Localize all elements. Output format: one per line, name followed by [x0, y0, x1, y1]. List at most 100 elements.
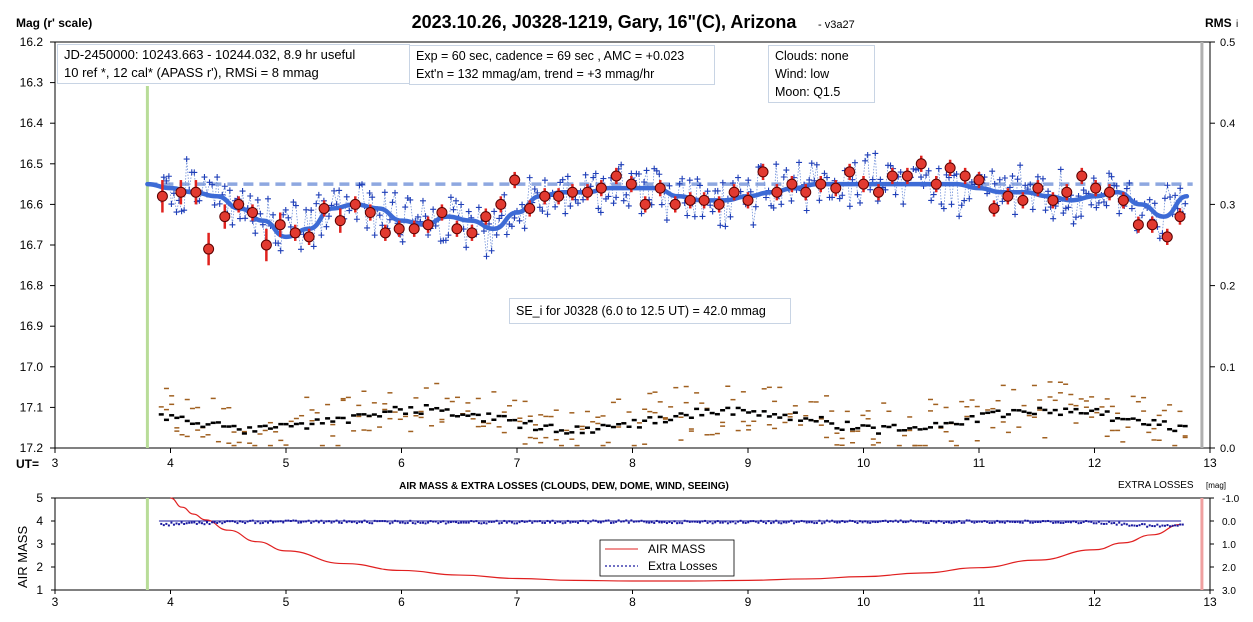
individual-image-point	[1108, 173, 1115, 180]
individual-image-point	[257, 210, 264, 217]
individual-image-point	[242, 215, 249, 222]
individual-image-point	[900, 201, 907, 208]
extra-losses-point	[1115, 523, 1118, 526]
individual-image-point	[541, 177, 548, 184]
extra-losses-point	[1031, 521, 1034, 524]
individual-image-point	[1078, 213, 1085, 220]
individual-image-point	[966, 195, 973, 202]
extra-losses-point	[526, 520, 529, 523]
extra-losses-point	[986, 520, 989, 523]
extra-losses-point	[307, 519, 310, 522]
binned-point	[698, 194, 710, 206]
extra-losses-point	[876, 521, 879, 524]
extra-losses-point	[538, 520, 541, 523]
individual-image-point	[442, 237, 449, 244]
binned-point	[1047, 194, 1059, 206]
individual-image-point	[237, 215, 244, 222]
extra-losses-point	[1059, 521, 1062, 524]
binned-point	[334, 215, 346, 227]
extra-losses-point	[597, 521, 600, 524]
extra-losses-point	[541, 521, 544, 524]
extra-losses-point	[500, 521, 503, 524]
individual-image-point	[918, 174, 925, 181]
individual-image-point	[605, 193, 612, 200]
individual-image-point	[707, 202, 714, 209]
individual-image-point	[1172, 192, 1179, 199]
extra-losses-point	[513, 522, 516, 525]
extra-losses-point	[1069, 521, 1072, 524]
individual-image-point	[872, 150, 879, 157]
extra-losses-point	[551, 519, 554, 522]
individual-image-point	[836, 195, 843, 202]
extra-losses-point	[358, 520, 361, 523]
extra-losses-point	[294, 519, 297, 522]
extra-losses-point	[782, 521, 785, 524]
binned-point	[654, 182, 666, 194]
extra-losses-point	[429, 520, 432, 523]
extra-losses-axis-unit: [mag]	[1206, 481, 1226, 490]
individual-image-point	[216, 200, 223, 207]
individual-image-point	[465, 208, 472, 215]
individual-image-point	[948, 201, 955, 208]
bottom-x-tick-label: 3	[52, 595, 59, 609]
extra-losses-point	[325, 520, 328, 523]
individual-images-connector	[160, 153, 1186, 257]
y-tick-label: 16.3	[20, 76, 44, 90]
extra-losses-point	[881, 520, 884, 523]
extra-losses-point	[193, 521, 196, 524]
se-info-box: SE_i for J0328 (6.0 to 12.5 UT) = 42.0 m…	[509, 298, 791, 324]
extra-losses-point	[861, 521, 864, 524]
extra-losses-point	[477, 522, 480, 525]
extra-losses-point	[284, 519, 287, 522]
individual-image-point	[656, 171, 663, 178]
individual-image-point	[770, 204, 777, 211]
extra-losses-point	[1151, 524, 1154, 527]
extra-losses-point	[866, 521, 869, 524]
extra-losses-point	[404, 522, 407, 525]
individual-image-point	[857, 199, 864, 206]
extra-losses-point	[973, 521, 976, 524]
individual-image-point	[1065, 204, 1072, 211]
individual-image-point	[1164, 182, 1171, 189]
extra-losses-point	[315, 519, 318, 522]
extra-losses-point	[338, 521, 341, 524]
extra-losses-point	[472, 520, 475, 523]
extra-losses-tick-label: -1.0	[1222, 494, 1240, 505]
extra-losses-point	[681, 522, 684, 525]
extra-losses-point	[864, 520, 867, 523]
top-axis-ticks: 3 4 5 6 7 8 9 10 11 12 13 16.2 16.3 16.4 16.5 16.6 16.7 1…	[20, 35, 1236, 470]
extra-losses-point	[317, 521, 320, 524]
extra-losses-point	[968, 519, 971, 522]
individual-image-point	[539, 208, 546, 215]
individual-image-point	[747, 188, 754, 195]
extra-losses-point	[1085, 520, 1088, 523]
extra-losses-point	[637, 520, 640, 523]
binned-point	[436, 207, 448, 219]
extra-losses-point	[223, 521, 226, 524]
extra-losses-point	[780, 522, 783, 525]
extra-losses-point	[480, 522, 483, 525]
extra-losses-point	[1044, 520, 1047, 523]
extra-losses-point	[447, 521, 450, 524]
extra-losses-point	[836, 521, 839, 524]
individual-image-point	[829, 194, 836, 201]
extra-losses-point	[897, 520, 900, 523]
extra-losses-point	[1108, 520, 1111, 523]
extra-losses-point	[1034, 521, 1037, 524]
y2-tick-label: 0.2	[1220, 281, 1235, 293]
individual-image-point	[696, 182, 703, 189]
individual-image-point	[402, 204, 409, 211]
extra-losses-point	[744, 521, 747, 524]
extra-losses-point	[734, 522, 737, 525]
extra-losses-point	[1041, 520, 1044, 523]
extra-losses-point	[205, 521, 208, 524]
individual-image-point	[1123, 185, 1130, 192]
extra-losses-point	[615, 520, 618, 523]
extra-losses-point	[200, 522, 203, 525]
extra-losses-point	[1075, 521, 1078, 524]
individual-image-point	[483, 253, 490, 260]
individual-image-point	[290, 199, 297, 206]
extra-losses-point	[246, 520, 249, 523]
x-tick-label: 3	[52, 456, 59, 470]
